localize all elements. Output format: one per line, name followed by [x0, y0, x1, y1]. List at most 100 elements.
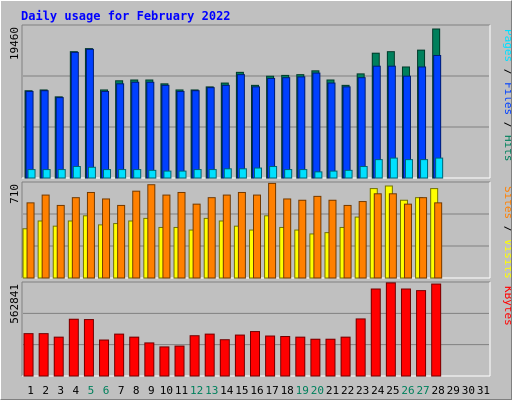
legend-entry-kbytes: KBytes: [502, 286, 511, 326]
bar-files-day-3: [55, 97, 64, 179]
bar-kbytes-day-10: [159, 346, 170, 377]
x-tick-label-5: 5: [88, 384, 95, 397]
x-tick-label-3: 3: [57, 384, 64, 397]
bar-pages-day-5: [87, 166, 96, 179]
bar-kbytes-day-13: [204, 333, 215, 377]
legend-entry-pages: Pages: [502, 29, 511, 62]
bar-files-day-16: [252, 86, 260, 179]
bar-sites-day-21: [328, 199, 337, 279]
bar-pages-day-14: [223, 168, 232, 179]
x-tick-label-19: 19: [296, 384, 309, 397]
bar-sites-day-17: [268, 182, 277, 279]
x-tick-label-15: 15: [235, 384, 248, 397]
bar-files-day-13: [206, 87, 215, 179]
bar-kbytes-day-26: [400, 288, 411, 377]
bar-kbytes-day-16: [250, 331, 260, 377]
bar-files-day-23: [357, 77, 366, 179]
bar-pages-day-20: [314, 171, 323, 179]
x-tick-label-16: 16: [250, 384, 263, 397]
bar-files-day-17: [267, 77, 276, 179]
bar-kbytes-day-12: [189, 335, 200, 377]
legend-entry-sep1: /: [502, 62, 511, 82]
bar-kbytes-day-17: [265, 335, 276, 377]
bar-pages-day-17: [269, 166, 278, 179]
bar-sites-day-16: [253, 194, 261, 279]
bar-files-day-11: [176, 90, 185, 179]
bar-sites-day-3: [56, 204, 65, 279]
bar-pages-day-15: [238, 168, 247, 179]
bar-kbytes-day-15: [234, 334, 245, 377]
bar-sites-day-14: [222, 194, 231, 279]
x-tick-label-1: 1: [27, 384, 34, 397]
x-tick-label-21: 21: [326, 384, 339, 397]
legend-kbytes: KBytes: [502, 286, 511, 326]
bar-files-day-10: [161, 84, 170, 179]
bar-sites-day-24: [373, 193, 382, 279]
bar-sites-day-7: [117, 204, 126, 279]
bar-sites-day-15: [237, 191, 246, 279]
x-tick-label-9: 9: [148, 384, 155, 397]
x-tick-label-4: 4: [73, 384, 80, 397]
legend-entry-sites: Sites: [502, 186, 511, 219]
x-tick-label-13: 13: [205, 384, 218, 397]
bar-pages-day-11: [178, 170, 187, 179]
bar-files-day-14: [221, 84, 230, 179]
x-tick-label-22: 22: [341, 384, 354, 397]
chart-title: Daily usage for February 2022: [21, 9, 231, 23]
bar-kbytes-day-3: [53, 336, 64, 377]
x-tick-label-25: 25: [386, 384, 399, 397]
bar-files-day-2: [40, 90, 49, 179]
bar-files-day-15: [236, 74, 245, 179]
legend-entry-files: Files: [502, 82, 511, 115]
bar-kbytes-day-18: [280, 336, 291, 377]
bar-kbytes-day-7: [114, 333, 125, 377]
bar-sites-day-20: [313, 195, 322, 279]
legend-entry-sep2: /: [502, 115, 511, 135]
x-tick-label-6: 6: [103, 384, 110, 397]
bar-pages-day-21: [329, 170, 338, 179]
bar-kbytes-day-8: [129, 336, 140, 377]
bar-kbytes-day-20: [310, 338, 321, 377]
x-tick-label-2: 2: [42, 384, 49, 397]
bar-kbytes-day-1: [23, 333, 34, 377]
bar-pages-day-16: [254, 167, 262, 179]
legend-entry-sep1: /: [502, 219, 511, 239]
bar-sites-day-22: [343, 204, 352, 279]
bar-kbytes-day-28: [431, 283, 442, 377]
bar-pages-day-19: [299, 169, 308, 179]
y-max-label-kbytes: 562841: [8, 284, 21, 324]
bar-kbytes-day-21: [325, 338, 336, 377]
bar-kbytes-day-27: [416, 290, 427, 377]
legend-visits-sites: Sites / Visits: [502, 186, 511, 279]
bar-kbytes-day-6: [99, 339, 110, 377]
bar-files-day-1: [25, 90, 34, 179]
bar-kbytes-day-24: [370, 288, 381, 377]
bar-sites-day-12: [192, 203, 201, 279]
bar-files-day-8: [131, 81, 140, 179]
bar-files-day-12: [191, 90, 200, 179]
x-tick-label-31: 31: [477, 384, 490, 397]
x-tick-label-18: 18: [281, 384, 294, 397]
bar-sites-day-23: [358, 201, 367, 279]
x-tick-label-30: 30: [462, 384, 475, 397]
x-tick-label-10: 10: [160, 384, 173, 397]
bar-pages-day-23: [359, 166, 368, 179]
bar-pages-day-18: [284, 169, 293, 179]
bar-files-day-22: [342, 86, 351, 179]
bar-pages-day-13: [208, 169, 217, 179]
bar-files-day-19: [297, 76, 306, 179]
bar-sites-day-8: [132, 190, 141, 279]
bar-pages-day-24: [374, 159, 383, 179]
x-tick-label-27: 27: [416, 384, 429, 397]
x-tick-label-26: 26: [401, 384, 414, 397]
bar-sites-day-13: [207, 197, 216, 279]
bar-files-day-5: [85, 48, 94, 179]
bar-pages-day-25: [389, 157, 398, 179]
y-max-label-hits-files-pages: 19460: [8, 27, 21, 60]
bar-pages-day-12: [193, 169, 202, 179]
bar-kbytes-day-25: [385, 282, 396, 377]
bar-files-day-20: [312, 72, 321, 179]
bar-sites-day-19: [298, 199, 307, 279]
bar-pages-day-7: [118, 169, 127, 179]
